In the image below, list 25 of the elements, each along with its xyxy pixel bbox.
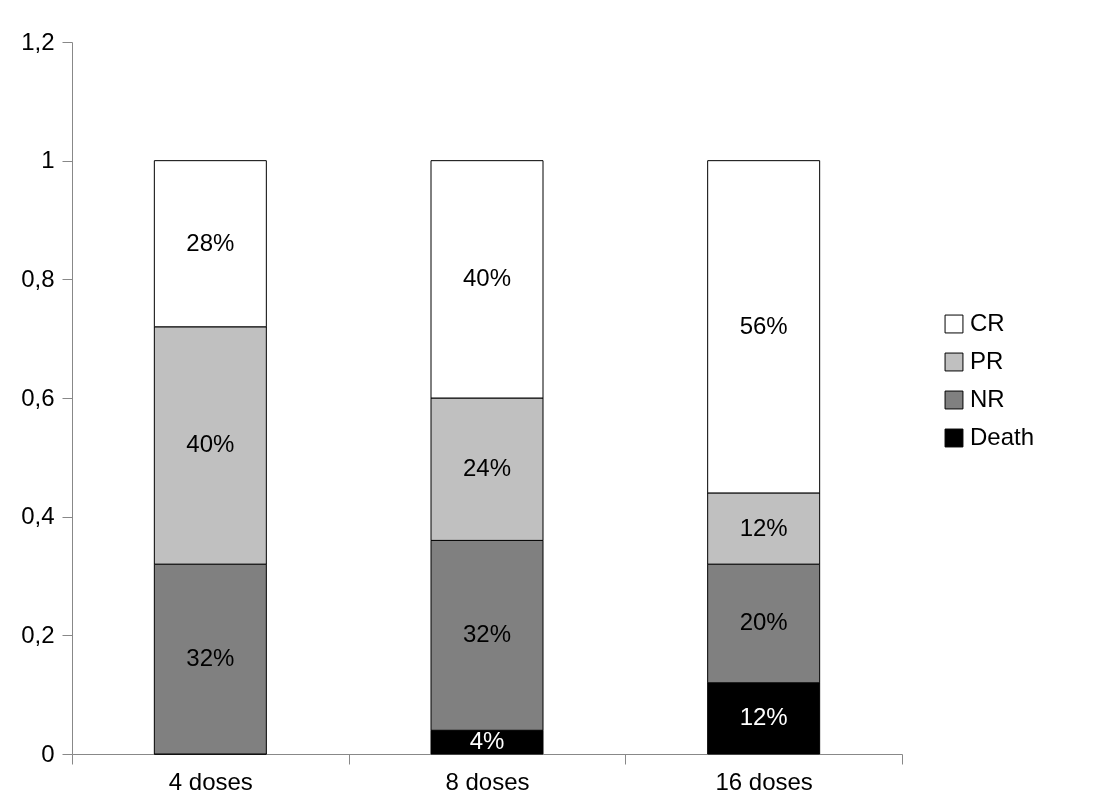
data-label: 56% (739, 311, 788, 339)
data-label: 12% (739, 703, 788, 731)
data-label: 40% (462, 264, 512, 292)
data-label: 32% (462, 620, 512, 648)
y-tick-label: 1 (41, 146, 55, 174)
x-tick-label: 4 doses (168, 767, 253, 795)
y-tick-label: 0,6 (21, 383, 55, 411)
legend-label: NR (970, 385, 1005, 412)
y-tick-label: 1,2 (21, 27, 55, 55)
y-tick-label: 0,4 (21, 502, 55, 530)
data-label: 32% (186, 644, 235, 672)
legend-label: CR (970, 309, 1005, 336)
data-label: 40% (186, 430, 235, 458)
x-tick-label: 16 doses (715, 767, 813, 795)
y-tick-label: 0,2 (21, 620, 55, 648)
data-label: 28% (186, 228, 235, 256)
data-label: 12% (739, 513, 788, 541)
y-tick-label: 0,8 (21, 264, 55, 292)
legend-label: PR (970, 347, 1004, 374)
x-tick-label: 8 doses (445, 767, 530, 795)
data-label: 4% (469, 727, 505, 755)
legend-label: Death (970, 423, 1035, 450)
data-label: 24% (462, 454, 512, 482)
data-label: 20% (739, 608, 788, 636)
y-tick-label: 0 (41, 739, 55, 767)
